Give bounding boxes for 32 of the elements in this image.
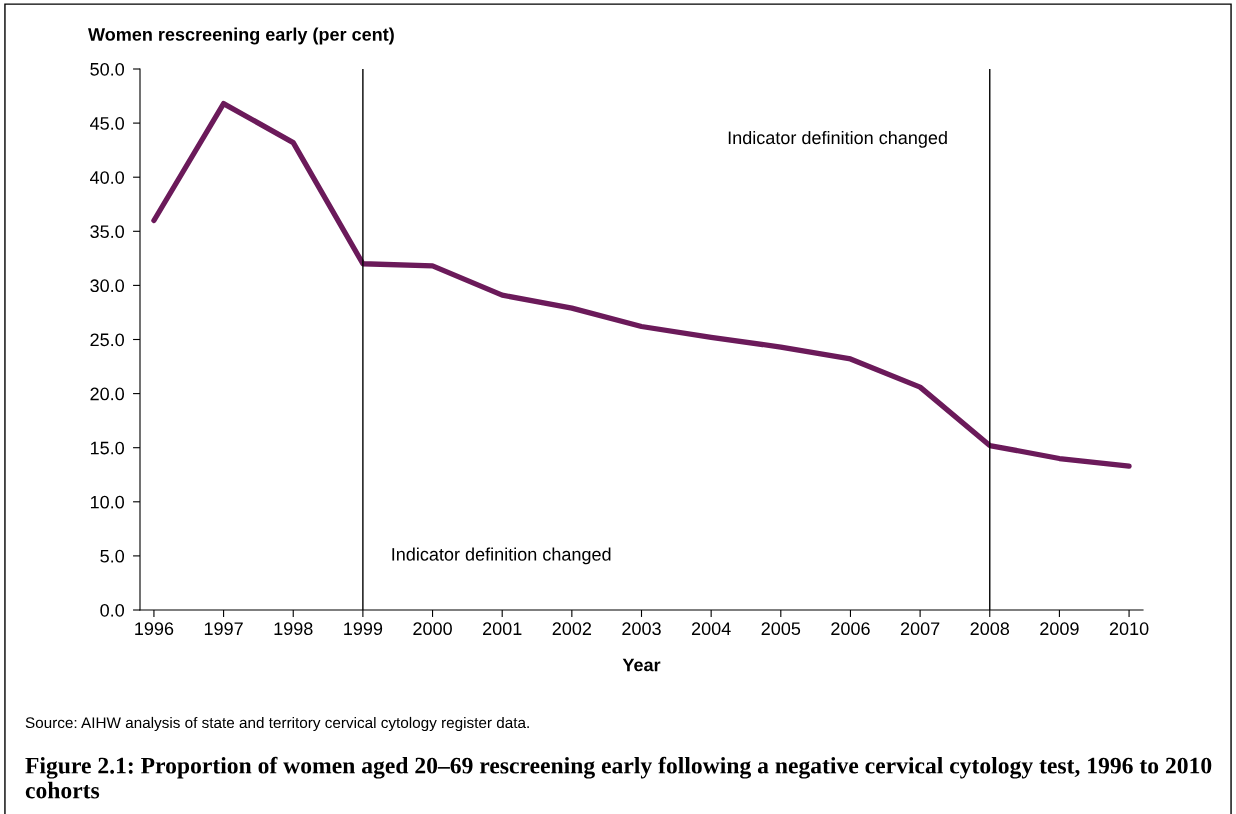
- y-tick-label: 20.0: [90, 387, 125, 401]
- x-tick-label: 2007: [900, 622, 940, 636]
- y-tick-label: 30.0: [90, 279, 125, 293]
- x-axis-title: Year: [622, 658, 661, 672]
- x-tick-label: 2003: [622, 622, 661, 636]
- x-tick-label: 1999: [344, 622, 383, 636]
- x-tick-label: 2002: [552, 622, 592, 636]
- x-tick-label: 1996: [135, 622, 174, 636]
- x-tick-label: 1998: [274, 622, 313, 636]
- y-tick-label: 0.0: [100, 603, 125, 617]
- y-tick-label: 40.0: [90, 171, 125, 184]
- y-tick-label: 35.0: [90, 225, 125, 239]
- x-tick-label: 2010: [1109, 622, 1149, 636]
- x-tick-label: 2006: [831, 622, 870, 636]
- y-tick-label: 10.0: [90, 495, 125, 509]
- x-tick-label: 2001: [483, 622, 522, 636]
- ref-line-label: Indicator definition changed: [728, 130, 947, 148]
- x-tick-label: 2004: [691, 622, 731, 636]
- source-note: Source: AIHW analysis of state and territory cervical cytology register data.: [25, 716, 529, 732]
- x-tick-label: 2000: [413, 622, 452, 636]
- x-tick-label: 2005: [761, 622, 801, 636]
- y-tick-label: 25.0: [90, 333, 125, 347]
- y-tick-label: 45.0: [90, 117, 125, 130]
- y-tick-label: 50.0: [90, 62, 125, 76]
- y-axis-title: Women rescreening early (per cent): [88, 27, 394, 45]
- y-tick-label: 15.0: [90, 441, 125, 455]
- text: Figure 2.1: Proportion of women aged 20–69 rescreening early following a negative cervical cytology test, 1996 to 2010 cohorts: [25, 756, 1212, 799]
- ref-line-label: Indicator definition changed: [392, 547, 611, 565]
- x-tick-label: 2009: [1040, 622, 1079, 636]
- x-tick-label: 1997: [204, 622, 243, 636]
- x-tick-label: 2008: [970, 622, 1010, 636]
- y-tick-label: 5.0: [100, 549, 125, 563]
